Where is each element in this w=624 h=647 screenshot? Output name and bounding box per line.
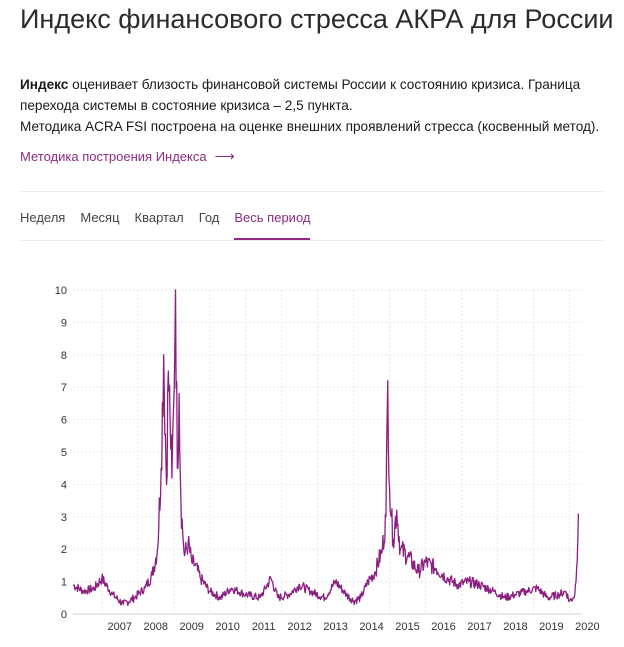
x-tick-label: 2009 (179, 621, 203, 633)
y-tick-label: 6 (61, 415, 67, 427)
x-tick-label: 2011 (252, 621, 276, 633)
methodology-link-label: Методика построения Индекса (20, 149, 207, 164)
x-tick-label: 2019 (539, 621, 563, 633)
y-tick-label: 1 (61, 577, 67, 589)
tab-all-period[interactable]: Весь период (234, 208, 311, 241)
y-tick-label: 0 (61, 609, 67, 621)
y-tick-label: 8 (61, 350, 67, 362)
methodology-link[interactable]: Методика построения Индекса ⟶ (20, 148, 235, 165)
x-tick-label: 2017 (467, 621, 491, 633)
y-tick-label: 10 (55, 285, 67, 297)
fsi-series-line (72, 289, 580, 607)
arrow-right-icon: ⟶ (214, 148, 235, 164)
x-tick-label: 2015 (395, 621, 419, 633)
y-tick-label: 9 (61, 317, 67, 329)
y-tick-label: 2 (61, 544, 67, 556)
description-text: оценивает близость финансовой системы Ро… (20, 77, 581, 113)
tab-quarter[interactable]: Квартал (134, 210, 184, 225)
x-tick-label: 2010 (215, 621, 239, 633)
x-tick-label: 2020 (575, 621, 599, 633)
x-tick-label: 2014 (359, 621, 383, 633)
y-tick-label: 3 (61, 512, 67, 524)
x-tick-label: 2016 (431, 621, 455, 633)
x-tick-label: 2008 (143, 621, 167, 633)
y-tick-label: 5 (61, 447, 67, 459)
description-lead: Индекс (20, 77, 69, 92)
tab-year[interactable]: Год (198, 210, 220, 225)
y-tick-label: 7 (61, 382, 67, 394)
period-tabs: Неделя Месяц Квартал Год Весь период (20, 208, 325, 241)
description-method-text: Методика ACRA FSI построена на оценке вн… (20, 119, 600, 134)
x-tick-label: 2012 (287, 621, 311, 633)
x-tick-label: 2013 (323, 621, 347, 633)
x-tick-label: 2018 (503, 621, 527, 633)
page-title: Индекс финансового стресса АКРА для Росс… (20, 4, 614, 34)
tab-month[interactable]: Месяц (80, 210, 120, 225)
divider-tabs (20, 240, 604, 241)
divider-top (20, 191, 604, 192)
fsi-line-chart: 0 1 2 3 4 5 6 7 8 9 10 2007 2008 2009 2010 2011 2012 2013… (55, 285, 600, 633)
y-tick-label: 4 (61, 479, 67, 491)
x-tick-label: 2007 (108, 621, 132, 633)
tab-week[interactable]: Неделя (20, 210, 66, 225)
index-description: Индекс оценивает близость финансовой сис… (20, 74, 620, 137)
